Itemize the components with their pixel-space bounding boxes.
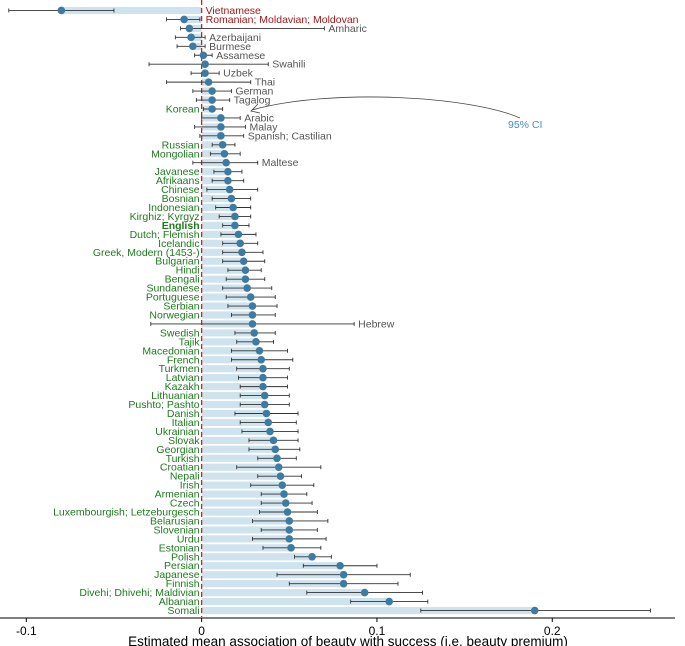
point-lithuanian xyxy=(261,392,269,400)
point-norwegian xyxy=(249,311,257,319)
point-amharic xyxy=(186,25,194,33)
point-croatian xyxy=(275,463,283,471)
point-irish xyxy=(278,481,286,489)
point-slovenian xyxy=(285,526,293,534)
plot-area xyxy=(9,0,651,617)
point-english xyxy=(231,222,239,230)
point-kirghiz-kyrgyz xyxy=(231,213,239,221)
point-indonesian xyxy=(229,204,237,212)
point-spanish-castilian xyxy=(217,132,225,140)
point-urdu xyxy=(285,535,293,543)
point-russian xyxy=(219,141,227,149)
point-bosnian xyxy=(228,195,236,203)
point-italian xyxy=(264,419,272,427)
point-macedonian xyxy=(256,347,264,355)
point-georgian xyxy=(271,446,279,454)
point-dutch-flemish xyxy=(235,231,243,239)
point-estonian xyxy=(287,544,295,552)
point-tagalog xyxy=(208,96,216,104)
label-mongolian: Mongolian xyxy=(151,148,200,160)
point-hindi xyxy=(242,266,250,274)
label-norwegian: Norwegian xyxy=(149,309,199,321)
point-javanese xyxy=(224,168,232,176)
point-malay xyxy=(217,123,225,131)
point-pushto-pashto xyxy=(261,401,269,409)
ci-annotation-group: 95% CI xyxy=(251,97,542,131)
label-amharic: Amharic xyxy=(328,23,367,35)
point-swedish xyxy=(250,329,258,337)
point-maltese xyxy=(222,159,230,167)
point-mongolian xyxy=(221,150,229,158)
point-french xyxy=(257,356,265,364)
ci-annotation-label: 95% CI xyxy=(508,119,542,131)
label-tagalog: Tagalog xyxy=(234,95,271,107)
point-slovak xyxy=(270,437,278,445)
point-greek-modern-1453 xyxy=(238,248,246,256)
label-assamese: Assamese xyxy=(216,50,265,62)
point-romanian-moldavian-moldovan xyxy=(180,16,188,24)
point-icelandic xyxy=(236,240,244,248)
point-thai xyxy=(205,78,213,86)
point-portuguese xyxy=(247,293,255,301)
point-german xyxy=(208,87,216,95)
ci-annotation-arrow xyxy=(252,97,520,118)
point-persian xyxy=(336,562,344,570)
point-somali xyxy=(531,607,539,615)
point-burmese xyxy=(189,43,197,51)
point-polish xyxy=(308,553,316,561)
point-danish xyxy=(263,410,271,418)
point-luxembourgish-letzeburgesch xyxy=(284,508,292,516)
point-kazakh xyxy=(259,383,267,391)
point-czech xyxy=(282,499,290,507)
point-korean xyxy=(208,105,216,113)
point-bengali xyxy=(242,275,250,283)
point-latvian xyxy=(259,374,267,382)
beauty-premium-chart: VietnameseRomanian; Moldavian; MoldovanA… xyxy=(0,0,685,646)
point-swahili xyxy=(201,60,209,68)
label-uzbek: Uzbek xyxy=(223,68,254,80)
point-divehi-dhivehi-maldivian xyxy=(361,589,369,597)
point-albanian xyxy=(385,598,393,606)
label-korean: Korean xyxy=(166,103,200,115)
label-somali: Somali xyxy=(168,605,200,617)
point-ukrainian xyxy=(266,428,274,436)
point-chinese xyxy=(226,186,234,194)
x-axis-title: Estimated mean association of beauty wit… xyxy=(128,634,568,646)
point-armenian xyxy=(280,490,288,498)
point-nepali xyxy=(277,472,285,480)
point-bulgarian xyxy=(240,257,248,265)
point-serbian xyxy=(249,302,257,310)
point-azerbaijani xyxy=(187,34,195,42)
label-spanish-castilian: Spanish; Castilian xyxy=(248,130,332,142)
point-japanese xyxy=(340,571,348,579)
point-arabic xyxy=(217,114,225,122)
point-sundanese xyxy=(243,284,251,292)
label-hebrew: Hebrew xyxy=(358,318,395,330)
point-uzbek xyxy=(201,69,209,77)
point-hebrew xyxy=(249,320,257,328)
point-finnish xyxy=(340,580,348,588)
point-belarusian xyxy=(285,517,293,525)
x-tick-label: -0.1 xyxy=(16,624,37,638)
point-turkish xyxy=(273,454,281,462)
point-tajik xyxy=(252,338,260,346)
label-swahili: Swahili xyxy=(272,59,305,71)
point-turkmen xyxy=(259,365,267,373)
label-maltese: Maltese xyxy=(262,157,299,169)
point-afrikaans xyxy=(224,177,232,185)
point-assamese xyxy=(200,51,208,59)
point-vietnamese xyxy=(58,7,66,15)
